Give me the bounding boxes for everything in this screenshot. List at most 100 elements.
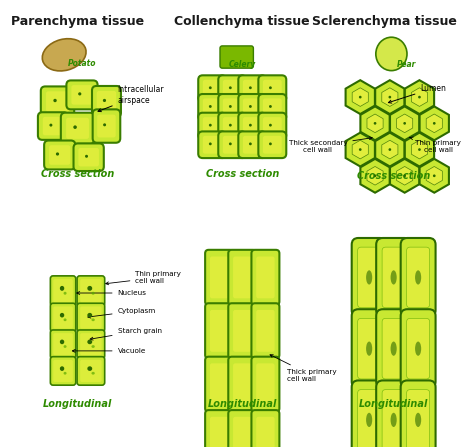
Text: Vacuole: Vacuole — [73, 348, 146, 354]
Text: Thick primary
cell wall: Thick primary cell wall — [270, 355, 337, 382]
FancyBboxPatch shape — [238, 94, 266, 121]
Polygon shape — [397, 167, 413, 185]
Polygon shape — [352, 140, 368, 159]
Polygon shape — [352, 88, 368, 107]
FancyBboxPatch shape — [233, 417, 251, 448]
Circle shape — [359, 96, 362, 99]
Text: Potato: Potato — [68, 59, 96, 68]
Ellipse shape — [391, 270, 397, 284]
Circle shape — [418, 148, 421, 151]
Text: Collenchyma tissue: Collenchyma tissue — [174, 15, 310, 28]
Ellipse shape — [64, 319, 66, 321]
FancyBboxPatch shape — [53, 306, 73, 328]
Ellipse shape — [376, 37, 407, 71]
FancyBboxPatch shape — [376, 309, 411, 388]
Text: Cytoplasm: Cytoplasm — [88, 308, 156, 318]
Ellipse shape — [415, 413, 421, 427]
FancyBboxPatch shape — [258, 94, 286, 121]
FancyBboxPatch shape — [243, 136, 262, 154]
Polygon shape — [405, 80, 434, 114]
FancyBboxPatch shape — [251, 250, 279, 305]
FancyBboxPatch shape — [210, 257, 228, 298]
Circle shape — [73, 125, 77, 129]
Circle shape — [229, 142, 232, 145]
FancyBboxPatch shape — [50, 303, 76, 332]
FancyBboxPatch shape — [238, 131, 266, 158]
FancyBboxPatch shape — [203, 136, 221, 154]
Text: Nucleus: Nucleus — [77, 290, 146, 296]
Polygon shape — [405, 133, 434, 167]
FancyBboxPatch shape — [258, 113, 286, 139]
FancyBboxPatch shape — [53, 279, 73, 302]
FancyBboxPatch shape — [352, 380, 387, 448]
FancyBboxPatch shape — [251, 410, 279, 448]
Ellipse shape — [60, 286, 64, 291]
FancyBboxPatch shape — [228, 303, 256, 358]
FancyBboxPatch shape — [80, 333, 101, 355]
FancyBboxPatch shape — [210, 417, 228, 448]
Ellipse shape — [366, 270, 372, 284]
FancyBboxPatch shape — [50, 276, 76, 306]
Ellipse shape — [60, 340, 64, 344]
Polygon shape — [382, 88, 398, 107]
Text: Lumen: Lumen — [388, 84, 446, 103]
FancyBboxPatch shape — [223, 80, 242, 98]
FancyBboxPatch shape — [256, 257, 274, 298]
FancyBboxPatch shape — [66, 118, 89, 139]
Polygon shape — [419, 159, 449, 193]
FancyBboxPatch shape — [198, 94, 226, 121]
FancyBboxPatch shape — [256, 310, 274, 352]
Polygon shape — [367, 167, 383, 185]
Polygon shape — [382, 140, 398, 159]
FancyBboxPatch shape — [203, 99, 221, 116]
Polygon shape — [419, 107, 449, 140]
Circle shape — [229, 86, 232, 89]
Polygon shape — [375, 133, 404, 167]
FancyBboxPatch shape — [228, 357, 256, 412]
Circle shape — [403, 122, 406, 125]
Ellipse shape — [64, 372, 66, 375]
FancyBboxPatch shape — [61, 113, 94, 144]
Circle shape — [433, 122, 436, 125]
FancyBboxPatch shape — [210, 310, 228, 352]
FancyBboxPatch shape — [77, 357, 105, 385]
Ellipse shape — [60, 366, 64, 371]
Circle shape — [403, 174, 406, 177]
FancyBboxPatch shape — [238, 113, 266, 139]
Text: Pear: Pear — [397, 60, 417, 69]
FancyBboxPatch shape — [203, 117, 221, 135]
Ellipse shape — [87, 286, 92, 291]
FancyBboxPatch shape — [50, 330, 76, 358]
Ellipse shape — [415, 341, 421, 356]
Circle shape — [209, 86, 212, 89]
FancyBboxPatch shape — [43, 117, 64, 135]
Polygon shape — [411, 140, 428, 159]
FancyBboxPatch shape — [243, 80, 262, 98]
FancyBboxPatch shape — [80, 306, 101, 328]
Circle shape — [269, 142, 272, 145]
Circle shape — [209, 105, 212, 108]
FancyBboxPatch shape — [256, 417, 274, 448]
FancyBboxPatch shape — [357, 390, 381, 448]
Ellipse shape — [91, 372, 95, 375]
FancyBboxPatch shape — [243, 99, 262, 116]
FancyBboxPatch shape — [97, 91, 116, 112]
FancyBboxPatch shape — [263, 117, 282, 135]
Polygon shape — [367, 114, 383, 133]
Text: Parenchyma tissue: Parenchyma tissue — [11, 15, 144, 28]
Text: Cross section: Cross section — [206, 169, 279, 179]
Ellipse shape — [391, 341, 397, 356]
FancyBboxPatch shape — [77, 303, 105, 332]
Circle shape — [433, 174, 436, 177]
FancyBboxPatch shape — [92, 109, 120, 143]
FancyBboxPatch shape — [210, 363, 228, 405]
FancyBboxPatch shape — [49, 145, 70, 165]
Circle shape — [229, 124, 232, 127]
FancyBboxPatch shape — [407, 390, 429, 448]
Polygon shape — [346, 80, 375, 114]
FancyBboxPatch shape — [198, 131, 226, 158]
FancyBboxPatch shape — [228, 250, 256, 305]
Circle shape — [249, 142, 252, 145]
FancyBboxPatch shape — [53, 360, 73, 382]
FancyBboxPatch shape — [218, 113, 246, 139]
